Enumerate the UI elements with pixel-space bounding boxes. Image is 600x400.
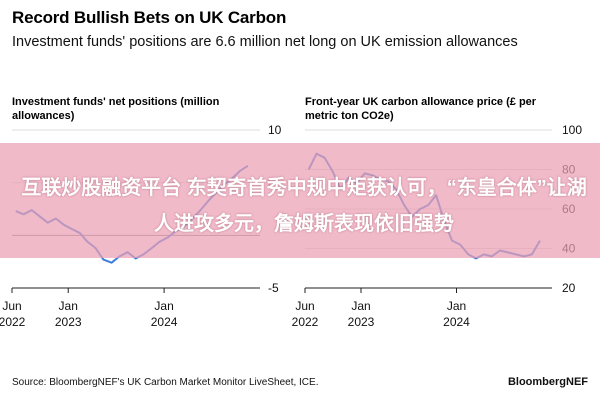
right-x-tick-label: Jan [447,299,466,313]
right-x-tick-label: Jan [351,299,370,313]
left-x-tick-label: Jan [59,299,78,313]
source-note: Source: BloombergNEF's UK Carbon Market … [12,377,319,388]
left-x-tick-label: 2022 [0,315,26,329]
overlay-banner [0,143,600,258]
left-x-tick-label: 2024 [151,315,178,329]
right-y-tick-label: 100 [562,123,582,137]
right-x-tick-label: 2022 [292,315,319,329]
left-x-tick-label: Jan [154,299,173,313]
right-y-tick-label: 20 [562,281,576,295]
left-x-tick-label: 2023 [55,315,82,329]
page-title: Record Bullish Bets on UK Carbon [12,8,287,27]
left-y-tick-label: 10 [268,123,282,137]
right-chart-title: Front-year UK carbon allowance price (£ … [305,96,537,122]
left-x-tick-label: Jun [2,299,21,313]
right-x-tick-label: 2024 [443,315,470,329]
page-subtitle: Investment funds' positions are 6.6 mill… [12,34,518,50]
right-x-tick-label: Jun [295,299,314,313]
right-x-tick-label: 2023 [348,315,375,329]
overlay-banner-text: 互联炒股融资平台 东契奇首秀中规中矩获认可，“东皇合体”让湖人进攻多元，詹姆斯表… [21,177,587,235]
left-y-tick-label: -5 [268,281,279,295]
brand-logo: BloombergNEF [507,376,588,388]
left-chart-title: Investment funds' net positions (million… [12,96,220,122]
